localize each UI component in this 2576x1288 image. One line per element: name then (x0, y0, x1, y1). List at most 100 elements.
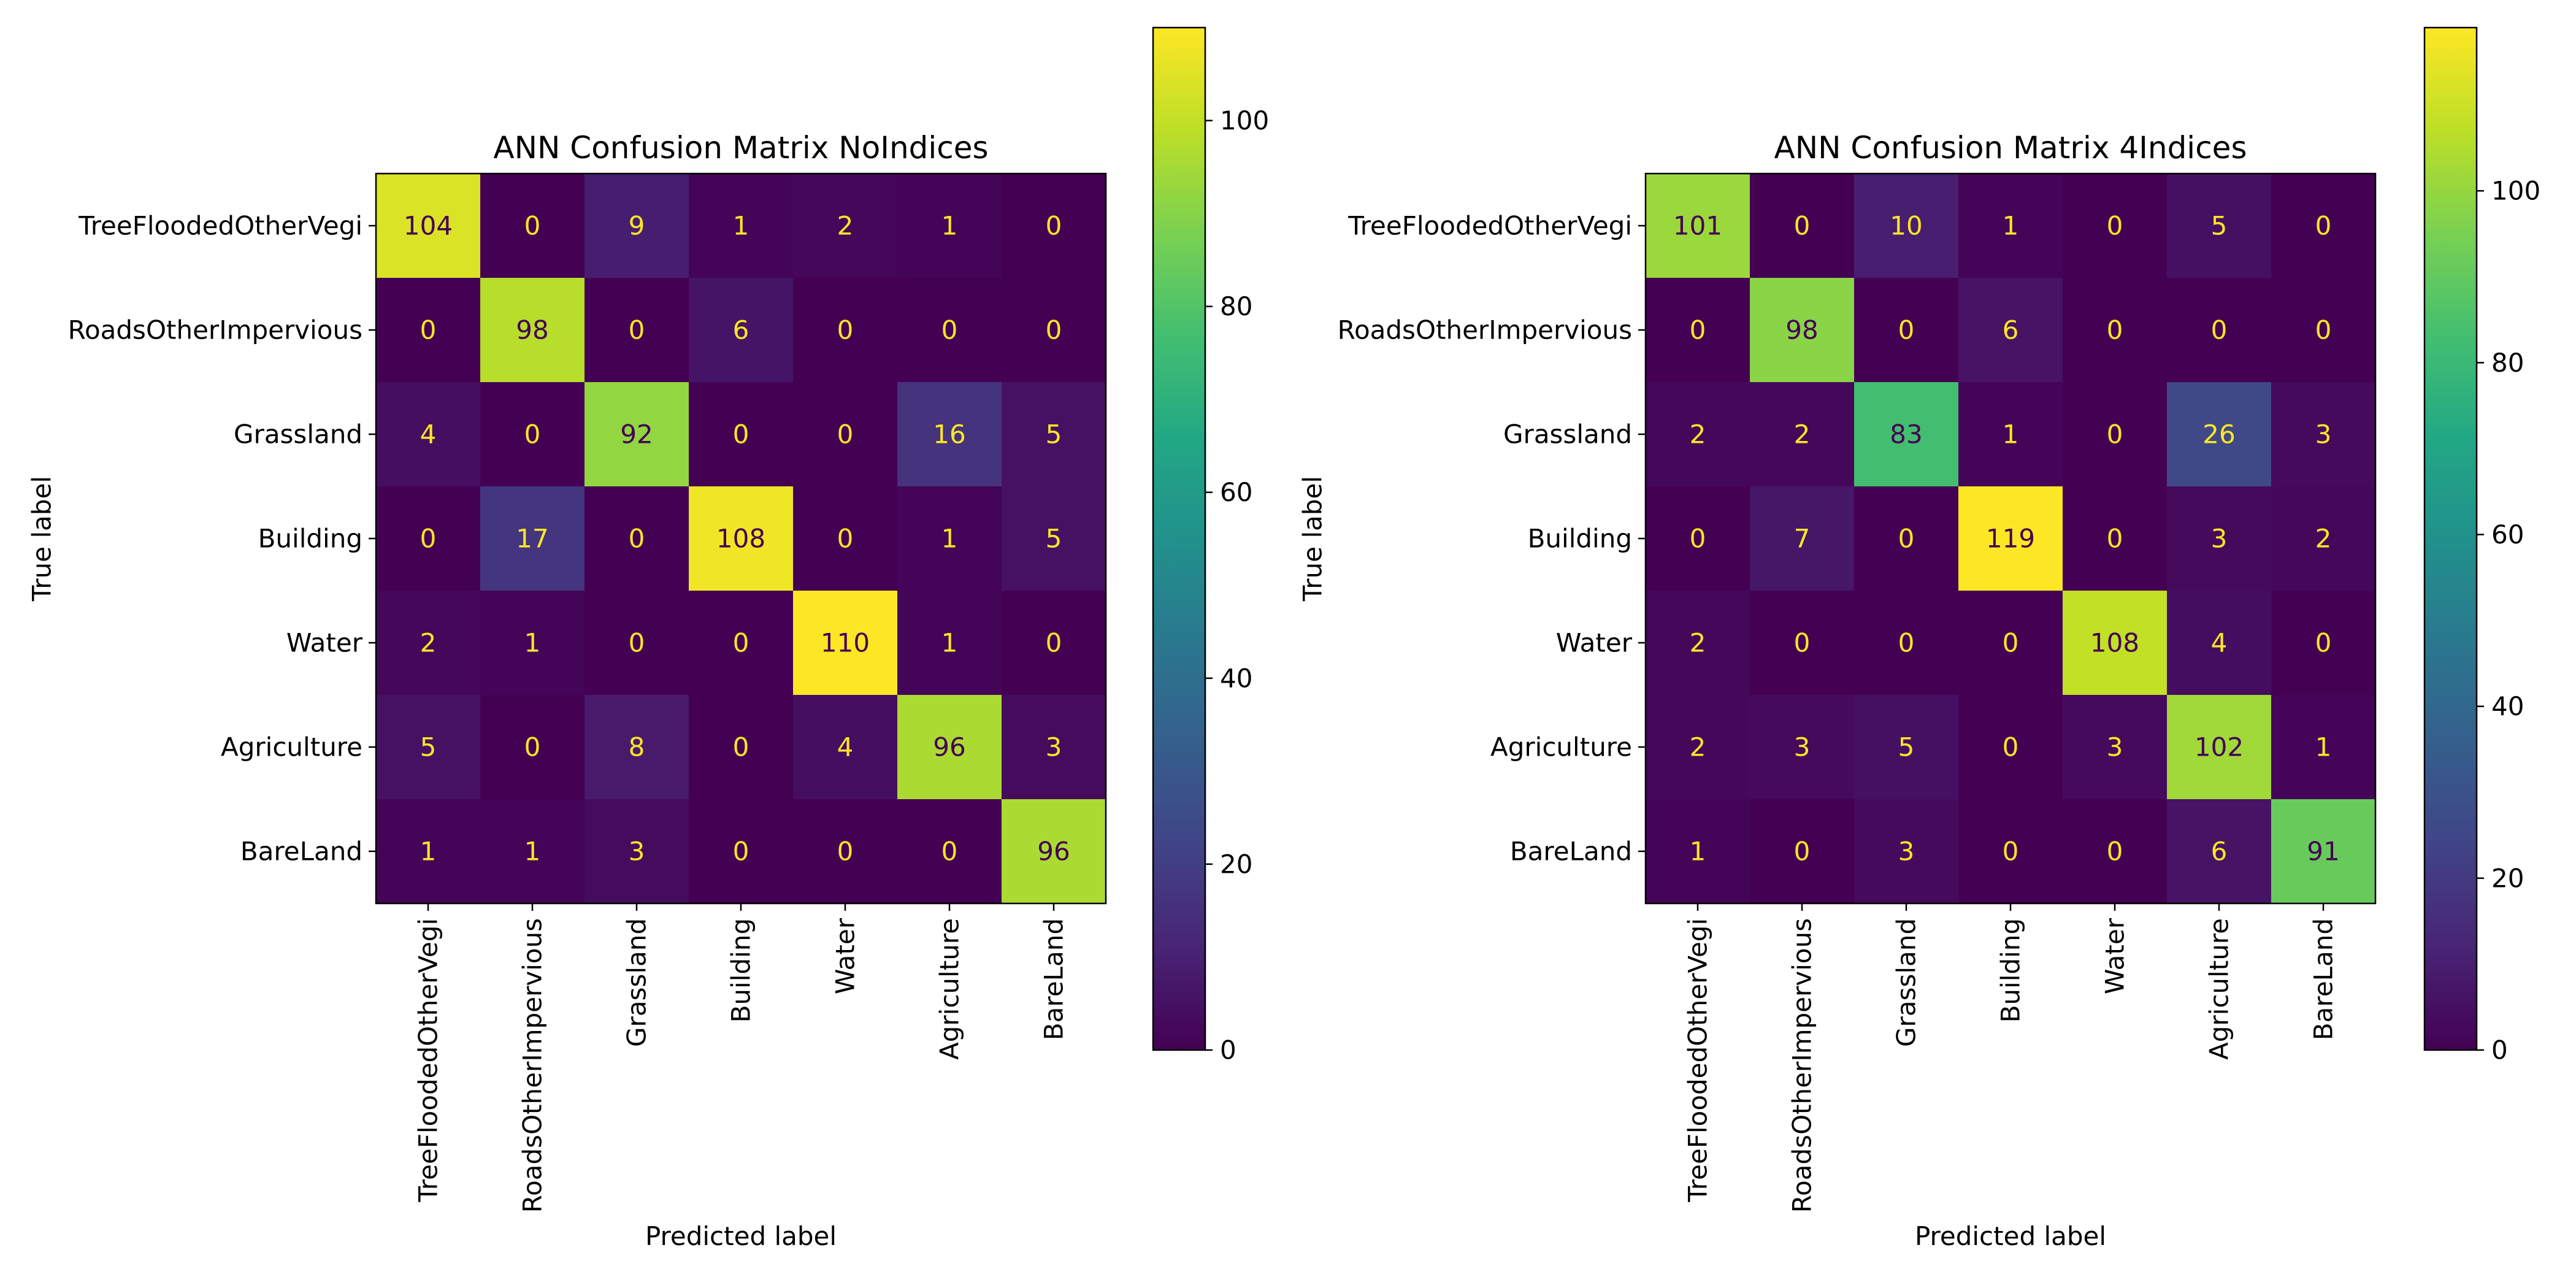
matrix-cell (1958, 174, 2063, 278)
matrix-cell (480, 486, 585, 591)
matrix-cell (480, 799, 585, 903)
matrix-cell (480, 278, 585, 382)
cell-value-label: 4 (420, 420, 437, 450)
colorbar-tick-label: 80 (2491, 348, 2524, 378)
matrix-cell (1854, 174, 1958, 278)
matrix-cell (480, 382, 585, 486)
matrix-cell (2167, 486, 2271, 591)
cell-value-label: 4 (837, 732, 854, 762)
matrix-cell (1646, 695, 1750, 799)
matrix-cell (376, 174, 480, 278)
matrix-cell (689, 486, 793, 591)
cell-value-label: 98 (1785, 315, 1818, 345)
matrix-cell (1646, 174, 1750, 278)
matrix-cell (376, 799, 480, 903)
cell-value-label: 0 (629, 315, 645, 345)
y-axis-label: True label (1298, 476, 1328, 602)
matrix-cell (2271, 486, 2375, 591)
cell-value-label: 3 (2315, 420, 2332, 450)
cell-value-label: 0 (2107, 315, 2123, 345)
cell-value-label: 0 (2003, 732, 2019, 762)
cell-value-label: 0 (420, 524, 437, 554)
colorbar-tick-label: 60 (1220, 477, 1252, 507)
matrix-cell (1854, 486, 1958, 591)
cell-value-label: 3 (1898, 837, 1915, 867)
matrix-cell (376, 486, 480, 591)
cell-value-label: 6 (733, 315, 749, 345)
x-tick-label: RoadsOtherImpervious (518, 918, 548, 1213)
cell-value-label: 119 (1986, 524, 2035, 554)
matrix-cell (897, 591, 1002, 695)
matrix-cell (1750, 695, 1854, 799)
cell-value-label: 1 (2003, 420, 2019, 450)
matrix-cell (1958, 695, 2063, 799)
matrix-cell (2063, 174, 2167, 278)
cell-value-label: 0 (837, 315, 854, 345)
x-tick-label: Building (1996, 918, 2026, 1022)
cell-value-label: 1 (420, 837, 437, 867)
matrix-cell (2063, 486, 2167, 591)
colorbar-tick-label: 0 (2491, 1035, 2508, 1065)
matrix-cell (1646, 591, 1750, 695)
matrix-cell (2271, 695, 2375, 799)
cell-value-label: 0 (2315, 628, 2332, 658)
colorbar-tick-label: 80 (1220, 291, 1252, 321)
matrix-cell (2167, 382, 2271, 486)
cell-value-label: 0 (733, 837, 749, 867)
y-tick-label: Building (258, 524, 362, 554)
y-tick-label: TreeFloodedOtherVegi (78, 211, 362, 241)
cell-value-label: 1 (524, 837, 541, 867)
chart-title: ANN Confusion Matrix 4Indices (1774, 130, 2247, 166)
matrix-cell (689, 799, 793, 903)
cell-value-label: 104 (404, 211, 453, 241)
matrix-cell (1958, 278, 2063, 382)
matrix-cell (793, 695, 897, 799)
cell-value-label: 1 (941, 524, 958, 554)
cell-value-label: 0 (2107, 420, 2123, 450)
matrix-cell (585, 278, 689, 382)
matrix-cell (2167, 695, 2271, 799)
matrix-cell (1002, 799, 1106, 903)
cell-value-label: 0 (1046, 628, 1062, 658)
matrix-cell (2271, 591, 2375, 695)
x-tick-label: RoadsOtherImpervious (1787, 918, 1817, 1213)
cell-value-label: 2 (1690, 732, 1706, 762)
matrix-cell (1854, 591, 1958, 695)
x-tick-label: Grassland (622, 918, 652, 1047)
colorbar-gradient (2425, 28, 2477, 1050)
cell-value-label: 1 (941, 211, 958, 241)
cell-value-label: 1 (941, 628, 958, 658)
y-tick-label: TreeFloodedOtherVegi (1347, 211, 1632, 241)
matrix-cell (376, 382, 480, 486)
cell-value-label: 0 (837, 420, 854, 450)
matrix-cell (1854, 799, 1958, 903)
matrix-cell (1854, 278, 1958, 382)
colorbar-frame (2423, 26, 2478, 1051)
matrix-cell (793, 382, 897, 486)
y-tick-label: Agriculture (221, 732, 362, 762)
confusion-matrix-panel-1: 104 0 9 1 2 1 00 98 0 6 0 0 04 0 92 0 0 16 50 17 0 108 0 1 52 1 0 0… (27, 26, 1269, 1251)
matrix-cell (793, 174, 897, 278)
cell-value-label: 26 (2202, 420, 2235, 450)
x-axis-label: Predicted label (645, 1221, 837, 1251)
cell-value-label: 6 (2211, 837, 2228, 867)
matrix-cell (2271, 174, 2375, 278)
matrix-cell (1958, 382, 2063, 486)
cell-value-label: 4 (2211, 628, 2228, 658)
x-axis-label: Predicted label (1915, 1221, 2106, 1251)
cell-value-label: 0 (1898, 628, 1915, 658)
cell-value-label: 0 (2315, 211, 2332, 241)
cell-value-label: 110 (821, 628, 870, 658)
cell-value-label: 96 (933, 732, 965, 762)
x-tick-label: BareLand (2309, 918, 2339, 1040)
colorbar: 0 20 40 60 80 100 (2423, 26, 2540, 1065)
chart-title: ANN Confusion Matrix NoIndices (493, 130, 988, 166)
colorbar-frame (1152, 26, 1206, 1051)
matrix-cell (1750, 591, 1854, 695)
matrix-cell (480, 695, 585, 799)
matrix-cell (897, 695, 1002, 799)
cell-value-label: 5 (1898, 732, 1915, 762)
cell-value-label: 0 (1046, 315, 1062, 345)
cell-value-label: 0 (733, 732, 749, 762)
x-tick-label: TreeFloodedOtherVegi (1683, 918, 1713, 1203)
